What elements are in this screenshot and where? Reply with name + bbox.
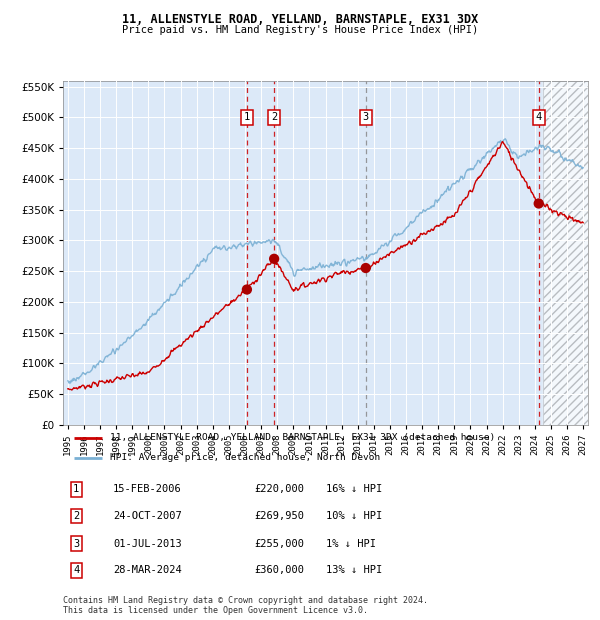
Text: 16% ↓ HPI: 16% ↓ HPI <box>325 484 382 494</box>
Point <box>242 285 252 294</box>
Point <box>534 198 544 208</box>
Text: 11, ALLENSTYLE ROAD, YELLAND, BARNSTAPLE, EX31 3DX: 11, ALLENSTYLE ROAD, YELLAND, BARNSTAPLE… <box>122 13 478 26</box>
Text: 10% ↓ HPI: 10% ↓ HPI <box>325 511 382 521</box>
Text: £255,000: £255,000 <box>254 539 305 549</box>
Text: 4: 4 <box>536 112 542 123</box>
Text: 2: 2 <box>73 511 79 521</box>
Text: 1: 1 <box>244 112 250 123</box>
Text: HPI: Average price, detached house, North Devon: HPI: Average price, detached house, Nort… <box>110 453 380 462</box>
Text: 24-OCT-2007: 24-OCT-2007 <box>113 511 182 521</box>
Text: 4: 4 <box>73 565 79 575</box>
Text: 2: 2 <box>271 112 277 123</box>
Text: £269,950: £269,950 <box>254 511 305 521</box>
Text: 1% ↓ HPI: 1% ↓ HPI <box>325 539 376 549</box>
Text: £360,000: £360,000 <box>254 565 305 575</box>
Bar <box>543 81 591 425</box>
Text: 11, ALLENSTYLE ROAD, YELLAND, BARNSTAPLE, EX31 3DX (detached house): 11, ALLENSTYLE ROAD, YELLAND, BARNSTAPLE… <box>110 433 496 442</box>
Text: 28-MAR-2024: 28-MAR-2024 <box>113 565 182 575</box>
Text: 3: 3 <box>73 539 79 549</box>
Text: 13% ↓ HPI: 13% ↓ HPI <box>325 565 382 575</box>
Text: £220,000: £220,000 <box>254 484 305 494</box>
Text: 01-JUL-2013: 01-JUL-2013 <box>113 539 182 549</box>
Text: Contains HM Land Registry data © Crown copyright and database right 2024.
This d: Contains HM Land Registry data © Crown c… <box>63 596 428 615</box>
Text: 1: 1 <box>73 484 79 494</box>
Text: 3: 3 <box>362 112 369 123</box>
Text: 15-FEB-2006: 15-FEB-2006 <box>113 484 182 494</box>
Bar <box>543 81 591 425</box>
Bar <box>543 81 591 425</box>
Point <box>269 254 279 264</box>
Text: Price paid vs. HM Land Registry's House Price Index (HPI): Price paid vs. HM Land Registry's House … <box>122 25 478 35</box>
Point <box>361 263 371 273</box>
